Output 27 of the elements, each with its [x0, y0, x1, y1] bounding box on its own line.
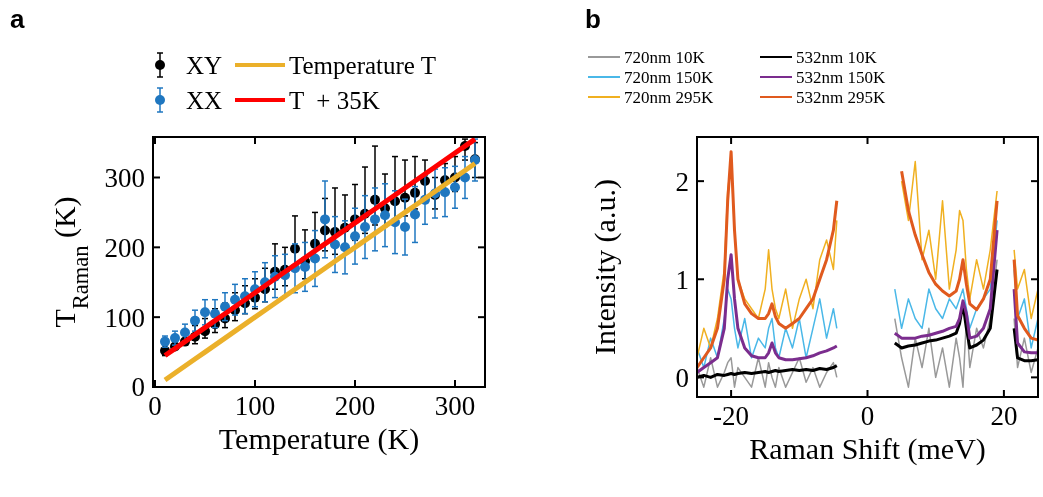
legend-label: 720nm 295K	[624, 87, 714, 107]
x-tick-label: 20	[990, 401, 1018, 431]
legend-label: 532nm 150K	[796, 67, 886, 87]
x-axis-title: Temperature (K)	[218, 422, 420, 456]
legend-label: 720nm 10K	[624, 47, 706, 67]
x-tick-label: 0	[860, 401, 875, 431]
x-tick-label: -20	[713, 401, 750, 431]
legend-label: T + 35K	[289, 86, 380, 114]
legend-label: XX	[186, 86, 223, 114]
y-tick-label: 2	[675, 166, 689, 197]
legend-label: 532nm 295K	[796, 87, 886, 107]
legend-label: 532nm 10K	[796, 47, 878, 67]
x-tick-label: 200	[334, 391, 376, 421]
y-tick-label: 200	[104, 232, 145, 263]
y-tick-label: 100	[104, 302, 145, 333]
x-tick-label: 300	[434, 391, 476, 421]
chart-title: b	[585, 4, 601, 34]
chart-title: a	[10, 4, 25, 34]
y-axis-title: Intensity (a.u.)	[588, 179, 622, 355]
legend-label: XY	[186, 51, 223, 79]
x-axis-title: Raman Shift (meV)	[749, 432, 986, 466]
legend-label: Temperature T	[289, 51, 437, 79]
y-tick-label: 1	[675, 264, 689, 295]
x-tick-label: 100	[234, 391, 276, 421]
legend-label: 720nm 150K	[624, 67, 714, 87]
y-tick-label: 0	[675, 362, 689, 393]
y-tick-label: 300	[104, 162, 145, 193]
